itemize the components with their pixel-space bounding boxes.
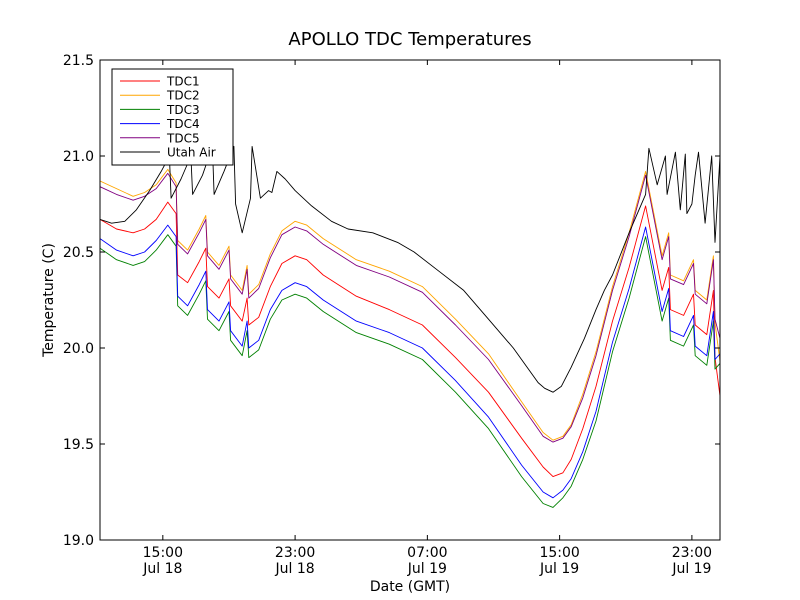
x-tick-label-date: Jul 19 (671, 561, 711, 577)
x-tick-label-date: Jul 19 (407, 561, 447, 577)
x-tick-label-date: Jul 18 (275, 561, 315, 577)
x-axis-label: Date (GMT) (370, 579, 450, 595)
x-tick-label-date: Jul 19 (539, 561, 579, 577)
legend-label-tdc5: TDC5 (166, 131, 200, 145)
series-line-tdc1 (100, 201, 720, 478)
y-tick-label: 21.5 (63, 53, 94, 69)
legend-label-tdc2: TDC2 (166, 89, 200, 103)
legend-label-tdc1: TDC1 (166, 75, 200, 89)
y-axis-label: Temperature (C) (41, 243, 57, 358)
legend-label-tdc4: TDC4 (166, 117, 200, 131)
y-tick-label: 19.5 (63, 437, 94, 453)
y-axis-ticks: 19.0 19.5 20.0 20.5 21.0 21.5 (63, 53, 720, 549)
y-tick-label: 21.0 (63, 149, 94, 165)
x-tick-label-time: 07:00 (407, 545, 447, 561)
x-tick-label-date: Jul 18 (142, 561, 182, 577)
plot-frame (99, 59, 721, 541)
chart-title: APOLLO TDC Temperatures (288, 29, 531, 50)
x-tick-label-time: 15:00 (143, 545, 183, 561)
series-line-utah-air (100, 145, 720, 393)
legend-box (111, 68, 234, 166)
y-tick-label: 20.0 (63, 341, 94, 357)
y-tick-label: 20.5 (63, 245, 94, 261)
x-tick-label-time: 23:00 (275, 545, 315, 561)
x-tick-label-time: 23:00 (672, 545, 712, 561)
legend-label-utah-air: Utah Air (167, 146, 216, 160)
x-tick-label-time: 15:00 (539, 545, 579, 561)
series-line-tdc4 (100, 224, 720, 499)
series-layer (100, 145, 720, 508)
y-tick-label: 19.0 (63, 533, 94, 549)
legend-label-tdc3: TDC3 (166, 103, 200, 117)
series-line-tdc2 (100, 168, 720, 441)
series-line-tdc5 (100, 172, 720, 443)
